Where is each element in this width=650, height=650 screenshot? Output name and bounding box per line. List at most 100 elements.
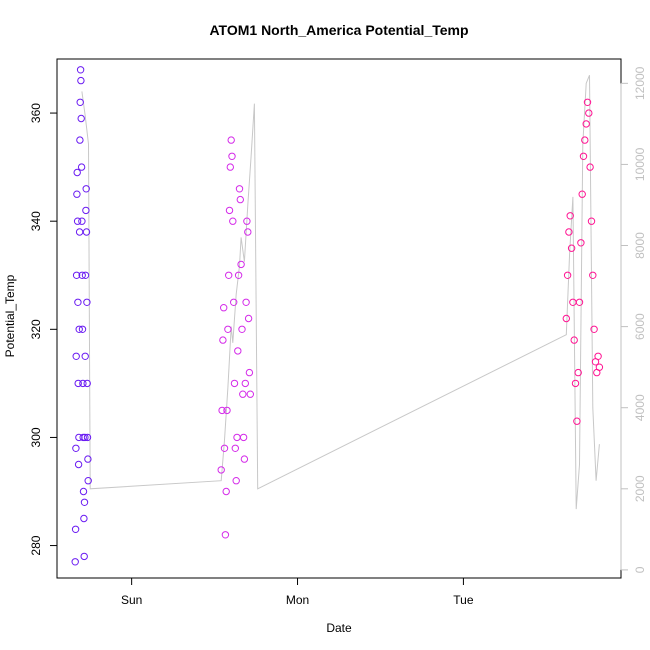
data-point bbox=[230, 298, 238, 306]
data-point bbox=[238, 325, 246, 333]
x-axis: Sun Mon Tue bbox=[121, 577, 474, 607]
data-point bbox=[81, 271, 90, 279]
data-point bbox=[579, 152, 588, 161]
data-point bbox=[594, 352, 602, 360]
data-point bbox=[71, 525, 80, 533]
data-point bbox=[567, 244, 576, 252]
data-point bbox=[562, 314, 570, 323]
data-point bbox=[570, 336, 578, 344]
data-point bbox=[577, 239, 585, 247]
y-axis-left: 280 300 320 340 360 bbox=[29, 103, 57, 556]
data-point bbox=[233, 433, 241, 442]
data-point bbox=[590, 325, 598, 333]
data-point bbox=[74, 298, 82, 306]
data-point bbox=[569, 298, 577, 306]
y-tick-label: 300 bbox=[29, 427, 43, 447]
data-point bbox=[78, 271, 86, 279]
data-point bbox=[217, 466, 225, 474]
data-point bbox=[235, 185, 244, 193]
data-point bbox=[72, 271, 81, 279]
data-point bbox=[225, 206, 234, 215]
y-tick-label: 360 bbox=[29, 103, 43, 123]
data-point bbox=[575, 298, 584, 306]
data-point bbox=[582, 120, 590, 128]
data-point bbox=[220, 444, 229, 452]
data-point bbox=[221, 531, 230, 539]
points-layer bbox=[71, 66, 604, 566]
data-point bbox=[77, 163, 86, 171]
data-point bbox=[76, 66, 85, 74]
data-point bbox=[74, 379, 82, 388]
data-point bbox=[566, 212, 574, 220]
data-point bbox=[82, 228, 91, 236]
data-point bbox=[244, 314, 253, 323]
data-point bbox=[583, 98, 592, 107]
data-point bbox=[573, 417, 581, 425]
y2-tick-label: 12000 bbox=[633, 66, 647, 100]
data-point bbox=[578, 190, 586, 198]
data-point bbox=[231, 444, 240, 452]
data-point bbox=[75, 325, 83, 333]
y2-tick-label: 2000 bbox=[633, 475, 647, 502]
data-point bbox=[225, 271, 233, 279]
y-tick-label: 340 bbox=[29, 211, 43, 231]
data-point bbox=[72, 444, 80, 452]
x-tick-label: Sun bbox=[121, 593, 142, 607]
y-tick-label: 320 bbox=[29, 319, 43, 339]
data-point bbox=[83, 298, 91, 306]
y2-tick-label: 0 bbox=[633, 566, 647, 573]
x-axis-label: Date bbox=[326, 621, 352, 635]
data-point bbox=[230, 379, 239, 388]
data-point bbox=[240, 455, 249, 463]
data-point bbox=[565, 228, 573, 236]
data-point bbox=[574, 368, 582, 377]
data-point bbox=[234, 271, 243, 279]
y2-tick-label: 6000 bbox=[633, 313, 647, 340]
data-point bbox=[237, 260, 245, 269]
data-point bbox=[571, 379, 580, 388]
data-point bbox=[83, 433, 92, 442]
data-point bbox=[232, 477, 240, 485]
data-point bbox=[80, 514, 88, 523]
data-point bbox=[78, 217, 86, 225]
data-point bbox=[234, 347, 242, 355]
data-point bbox=[82, 185, 90, 193]
data-point bbox=[243, 217, 251, 225]
data-point bbox=[244, 228, 252, 236]
data-point bbox=[589, 271, 597, 279]
data-point bbox=[73, 168, 81, 177]
data-point bbox=[218, 406, 226, 415]
data-point bbox=[75, 228, 84, 236]
data-point bbox=[74, 460, 83, 469]
secondary-series-line bbox=[81, 75, 600, 510]
x-tick-label: Mon bbox=[286, 593, 309, 607]
y-axis-right: 0 2000 4000 6000 8000 10000 12000 bbox=[620, 66, 647, 573]
data-point bbox=[79, 379, 87, 388]
data-point bbox=[71, 558, 79, 566]
data-point bbox=[239, 433, 248, 442]
data-point bbox=[219, 336, 227, 344]
data-point bbox=[242, 298, 250, 306]
data-point bbox=[84, 455, 92, 463]
secondary-line-layer bbox=[81, 75, 600, 510]
data-point bbox=[76, 136, 84, 144]
data-point bbox=[236, 195, 245, 204]
data-point bbox=[80, 498, 89, 506]
data-point bbox=[229, 217, 237, 225]
data-point bbox=[223, 406, 231, 415]
data-point bbox=[73, 190, 81, 198]
data-point bbox=[587, 217, 596, 225]
y-tick-label: 280 bbox=[29, 535, 43, 555]
data-point bbox=[220, 304, 228, 312]
data-point bbox=[83, 379, 91, 388]
data-point bbox=[72, 352, 80, 360]
data-point bbox=[82, 206, 90, 215]
data-point bbox=[77, 76, 85, 85]
y-axis-label: Potential_Temp bbox=[3, 274, 17, 357]
y2-tick-label: 8000 bbox=[633, 232, 647, 259]
plot-frame bbox=[56, 58, 622, 579]
data-point bbox=[222, 487, 230, 496]
data-point bbox=[84, 477, 92, 485]
data-point bbox=[595, 363, 604, 371]
